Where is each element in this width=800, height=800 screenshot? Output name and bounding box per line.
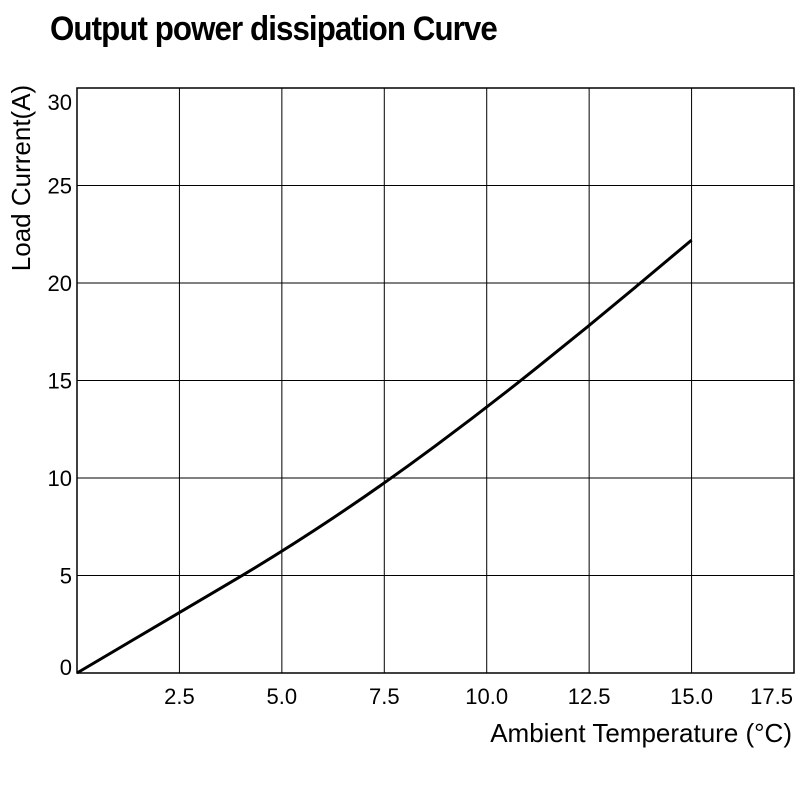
y-tick-label: 5 [60,564,72,589]
y-tick-label: 30 [48,90,72,115]
x-tick-label: 2.5 [164,684,195,709]
plot-frame [76,87,795,674]
x-tick-label: 12.5 [568,684,611,709]
y-tick-label: 0 [60,655,72,680]
y-tick-label: 15 [48,369,72,394]
y-tick-label: 10 [48,466,72,491]
x-tick-label: 10.0 [465,684,508,709]
y-axis-label: Load Current(A) [6,85,36,271]
series [76,238,693,675]
x-tick-labels: 2.5 5.0 7.5 10.0 12.5 15.0 17.5 [164,684,793,709]
chart-title: Output power dissipation Curve [50,10,498,48]
y-tick-label: 20 [48,271,72,296]
y-tick-labels: 0 5 10 15 20 25 30 [48,90,72,680]
series-line [76,238,693,675]
grid [77,88,794,673]
x-tick-label: 15.0 [670,684,713,709]
y-tick-label: 25 [48,174,72,199]
x-tick-label: 7.5 [369,684,400,709]
x-tick-label: 5.0 [267,684,298,709]
plot-border [76,87,795,674]
x-tick-label: 17.5 [750,684,793,709]
x-axis-label: Ambient Temperature (°C) [490,718,792,748]
